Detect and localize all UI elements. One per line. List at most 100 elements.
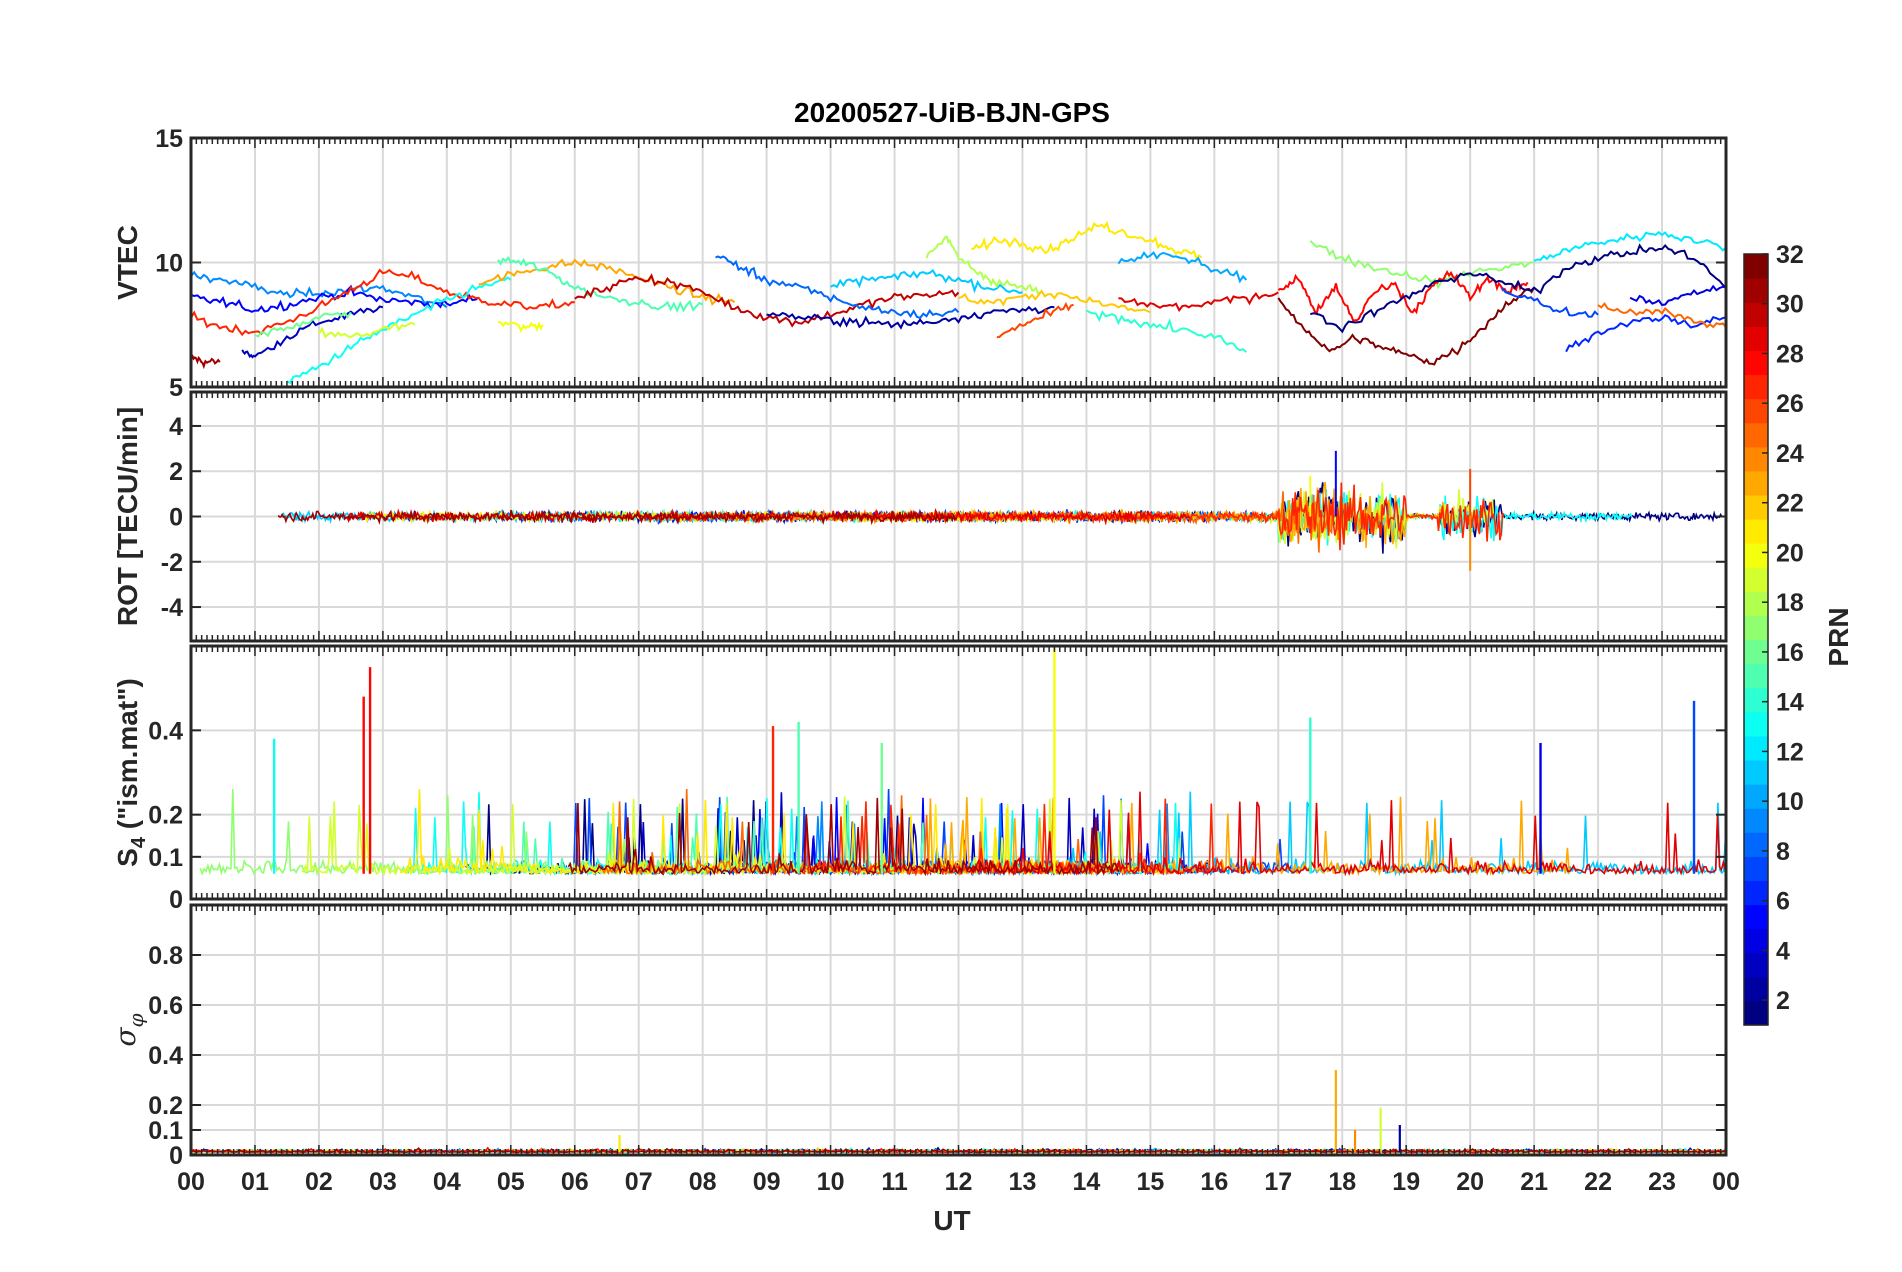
x-tick-label: 22 [1584,1168,1612,1196]
s4-series-prn-31 [567,797,1120,877]
x-tick-label: 04 [433,1168,461,1196]
x-tick-label: 01 [241,1168,269,1196]
colorbar-swatch-prn-2 [1744,976,1768,1002]
colorbar-tick-label: 14 [1776,689,1804,717]
x-tick-label: 09 [753,1168,781,1196]
colorbar-swatch-prn-12 [1744,735,1768,761]
vtec-series-prn-26 [996,301,1074,339]
colorbar-tick-label: 32 [1776,241,1804,269]
y-tick-label: 0.2 [148,1092,183,1120]
x-axis: 00 01 02 03 04 05 06 07 08 09 10 11 12 13 14 15 16 17 18 19… [177,1168,1740,1196]
series-group [199,646,1726,877]
x-tick-label: 21 [1520,1168,1548,1196]
vtec-series-prn-6 [1565,313,1726,353]
x-tick-label: 14 [1073,1168,1101,1196]
colorbar-tick-label: 10 [1776,788,1804,816]
colorbar-swatch-prn-31 [1744,278,1768,303]
colorbar-swatch-prn-7 [1744,856,1768,882]
vtec-series-prn-20 [497,320,544,334]
vtec-series-prn-2 [766,305,1055,330]
vtec-series-prn-4 [1629,284,1726,306]
colorbar-swatch-prn-21 [1744,519,1768,544]
colorbar-swatch-prn-30 [1744,302,1768,327]
vtec-series-prn-27 [191,268,575,337]
y-tick-label: 5 [169,374,183,402]
y-tick-label: 0 [169,1142,183,1170]
x-tick-label: 00 [177,1168,205,1196]
colorbar-tick-label: 12 [1776,738,1804,766]
colorbar-swatch-prn-28 [1744,350,1768,376]
colorbar-swatch-prn-6 [1744,880,1768,906]
x-tick-label: 10 [817,1168,845,1196]
colorbar-swatch-prn-27 [1744,374,1768,400]
x-tick-label: 13 [1009,1168,1037,1196]
y-tick-label: 0.6 [148,992,183,1020]
x-tick-label: 05 [497,1168,525,1196]
colorbar-swatch-prn-25 [1744,422,1768,448]
x-tick-label: 17 [1264,1168,1292,1196]
vtec-series-prn-12 [1533,230,1726,262]
vtec-series-prn-30 [574,273,960,328]
rot-series-prn-29 [345,507,1191,526]
y-axis-label-sigma_phi: σφ [109,1013,148,1046]
y-tick-label: 0.1 [148,1117,183,1145]
colorbar-swatch-prn-13 [1744,711,1768,737]
x-tick-label: 03 [369,1168,397,1196]
vtec-series-prn-28 [1277,269,1529,322]
colorbar-tick-label: 18 [1776,589,1804,617]
colorbar-tick-label: 26 [1776,390,1804,418]
colorbar-swatch-prn-15 [1744,663,1768,689]
colorbar-swatch-prn-18 [1744,591,1768,617]
panel-s4: 0 0.1 0.2 0.4S4 ("ism.mat") [112,644,1728,914]
colorbar-swatch-prn-19 [1744,567,1768,592]
panel-sigma_phi: 00.10.2 0.4 0.6 0.8 σφ [109,903,1728,1170]
y-tick-label: 15 [155,125,183,153]
colorbar-tick-label: 24 [1776,440,1804,468]
colorbar-label: PRN [1823,607,1854,666]
s4-series-prn-11 [1009,791,1726,877]
vtec-series-prn-1 [1310,243,1726,334]
colorbar-swatch-prn-26 [1744,398,1768,424]
y-tick-label: 10 [155,250,183,278]
vtec-series-prn-8 [715,255,960,320]
y-tick-label: 0.1 [148,844,183,872]
y-axis-label-rot: ROT [TECU/min] [112,407,143,626]
colorbar-swatch-prn-8 [1744,832,1768,857]
y-axis-label-vtec: VTEC [112,225,143,300]
colorbar-tick-label: 8 [1776,838,1790,866]
x-tick-label: 18 [1328,1168,1356,1196]
x-tick-label: 16 [1200,1168,1228,1196]
vtec-series-prn-10 [1117,250,1248,284]
vtec-series-prn-18 [925,235,1042,295]
colorbar-swatch-prn-22 [1744,494,1768,520]
colorbar-swatch-prn-32 [1744,254,1768,279]
y-axis-label-s4: S4 ("ism.mat") [112,678,150,867]
vtec-series-prn-9 [191,270,448,309]
colorbar-tick-label: 4 [1776,937,1790,965]
y-tick-label: 0.2 [148,802,183,830]
x-tick-label: 23 [1648,1168,1676,1196]
y-tick-label: -2 [161,549,183,577]
y-tick-label: -4 [161,594,183,622]
colorbar-tick-label: 16 [1776,639,1804,667]
vtec-series-prn-23 [478,258,736,307]
x-tick-label: 07 [625,1168,653,1196]
vtec-series-prn-19 [318,321,416,339]
series-group [191,220,1726,385]
colorbar-swatch-prn-20 [1744,543,1768,568]
vtec-series-prn-11 [830,269,1023,294]
x-tick-label: 12 [945,1168,973,1196]
x-tick-label: 08 [689,1168,717,1196]
chart-title: 20200527-UiB-BJN-GPS [794,97,1110,128]
vtec-series-prn-7 [1501,287,1599,318]
colorbar-swatch-prn-14 [1744,687,1768,713]
colorbar-swatch-prn-17 [1744,615,1768,641]
colorbar-swatch-prn-5 [1744,904,1768,930]
x-axis-label: UT [933,1205,970,1236]
colorbar-tick-label: 20 [1776,539,1804,567]
y-tick-label: 0.4 [148,717,183,745]
colorbar-tick-label: 28 [1776,340,1804,368]
x-tick-label: 06 [561,1168,589,1196]
